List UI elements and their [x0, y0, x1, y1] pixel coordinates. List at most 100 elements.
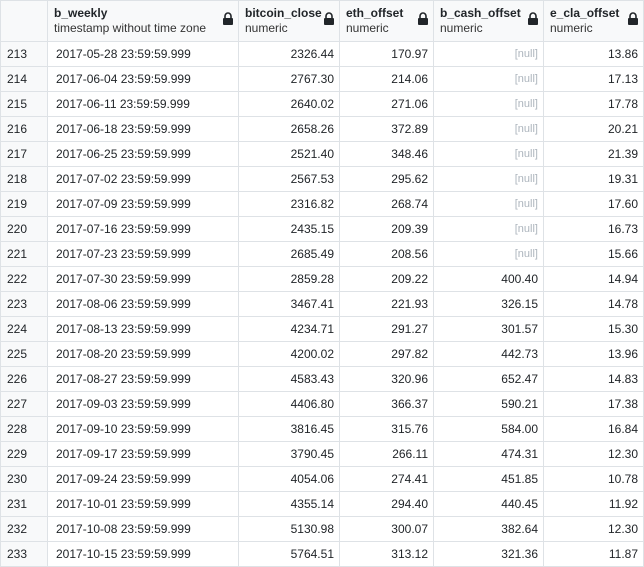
cell-numeric[interactable]: 372.89 — [339, 116, 434, 142]
cell-numeric[interactable]: 320.96 — [339, 366, 434, 392]
cell-numeric[interactable]: 291.27 — [339, 316, 434, 342]
row-number[interactable]: 229 — [0, 441, 48, 467]
cell-numeric[interactable]: 4200.02 — [238, 341, 340, 367]
cell-numeric[interactable]: 271.06 — [339, 91, 434, 117]
cell-numeric[interactable]: 15.30 — [543, 316, 644, 342]
row-number[interactable]: 233 — [0, 541, 48, 567]
cell-numeric[interactable]: 16.73 — [543, 216, 644, 242]
table-row[interactable]: 220 2017-07-16 23:59:59.999 2435.15 209.39[… — [0, 216, 644, 242]
table-row[interactable]: 223 2017-08-06 23:59:59.999 3467.41 221.93 3… — [0, 291, 644, 317]
table-row[interactable]: 218 2017-07-02 23:59:59.999 2567.53 295.62[… — [0, 166, 644, 192]
cell-timestamp[interactable]: 2017-06-11 23:59:59.999 — [47, 91, 239, 117]
cell-numeric[interactable]: 652.47 — [433, 366, 544, 392]
cell-numeric[interactable]: 5764.51 — [238, 541, 340, 567]
column-header-b-weekly[interactable]: b_weekly timestamp without time zone — [47, 0, 239, 42]
cell-numeric[interactable]: 590.21 — [433, 391, 544, 417]
table-row[interactable]: 230 2017-09-24 23:59:59.999 4054.06 274.41 4… — [0, 466, 644, 492]
row-number[interactable]: 214 — [0, 66, 48, 92]
cell-numeric[interactable]: 348.46 — [339, 141, 434, 167]
cell-numeric[interactable]: 2685.49 — [238, 241, 340, 267]
cell-numeric[interactable]: 214.06 — [339, 66, 434, 92]
cell-numeric[interactable]: 13.86 — [543, 41, 644, 67]
cell-numeric[interactable]: 4054.06 — [238, 466, 340, 492]
row-number[interactable]: 215 — [0, 91, 48, 117]
row-number[interactable]: 216 — [0, 116, 48, 142]
cell-numeric[interactable]: 474.31 — [433, 441, 544, 467]
cell-numeric[interactable]: 2567.53 — [238, 166, 340, 192]
cell-numeric[interactable]: 12.30 — [543, 516, 644, 542]
cell-numeric[interactable]: 209.22 — [339, 266, 434, 292]
cell-timestamp[interactable]: 2017-08-27 23:59:59.999 — [47, 366, 239, 392]
cell-numeric[interactable]: 313.12 — [339, 541, 434, 567]
row-number[interactable]: 219 — [0, 191, 48, 217]
column-header-b-cash-offset[interactable]: b_cash_offset numeric — [433, 0, 544, 42]
cell-numeric[interactable]: 315.76 — [339, 416, 434, 442]
cell-numeric[interactable]: 584.00 — [433, 416, 544, 442]
cell-timestamp[interactable]: 2017-07-16 23:59:59.999 — [47, 216, 239, 242]
cell-numeric[interactable]: 3467.41 — [238, 291, 340, 317]
cell-numeric[interactable]: 14.94 — [543, 266, 644, 292]
cell-numeric[interactable]: 11.87 — [543, 541, 644, 567]
cell-null[interactable]: [null] — [433, 166, 544, 192]
table-row[interactable]: 214 2017-06-04 23:59:59.999 2767.30 214.06[… — [0, 66, 644, 92]
cell-timestamp[interactable]: 2017-10-01 23:59:59.999 — [47, 491, 239, 517]
row-number[interactable]: 231 — [0, 491, 48, 517]
table-row[interactable]: 215 2017-06-11 23:59:59.999 2640.02 271.06[… — [0, 91, 644, 117]
table-row[interactable]: 225 2017-08-20 23:59:59.999 4200.02 297.82 4… — [0, 341, 644, 367]
cell-numeric[interactable]: 2640.02 — [238, 91, 340, 117]
cell-numeric[interactable]: 2316.82 — [238, 191, 340, 217]
cell-null[interactable]: [null] — [433, 41, 544, 67]
row-number[interactable]: 218 — [0, 166, 48, 192]
table-row[interactable]: 222 2017-07-30 23:59:59.999 2859.28 209.22 4… — [0, 266, 644, 292]
row-number[interactable]: 226 — [0, 366, 48, 392]
cell-timestamp[interactable]: 2017-08-20 23:59:59.999 — [47, 341, 239, 367]
table-row[interactable]: 217 2017-06-25 23:59:59.999 2521.40 348.46[… — [0, 141, 644, 167]
cell-timestamp[interactable]: 2017-08-13 23:59:59.999 — [47, 316, 239, 342]
cell-numeric[interactable]: 4583.43 — [238, 366, 340, 392]
table-row[interactable]: 232 2017-10-08 23:59:59.999 5130.98 300.07 3… — [0, 516, 644, 542]
row-number[interactable]: 230 — [0, 466, 48, 492]
table-row[interactable]: 228 2017-09-10 23:59:59.999 3816.45 315.76 5… — [0, 416, 644, 442]
cell-numeric[interactable]: 295.62 — [339, 166, 434, 192]
table-row[interactable]: 233 2017-10-15 23:59:59.999 5764.51 313.12 3… — [0, 541, 644, 567]
cell-numeric[interactable]: 451.85 — [433, 466, 544, 492]
cell-numeric[interactable]: 16.84 — [543, 416, 644, 442]
cell-numeric[interactable]: 17.38 — [543, 391, 644, 417]
row-number[interactable]: 228 — [0, 416, 48, 442]
row-number[interactable]: 232 — [0, 516, 48, 542]
cell-numeric[interactable]: 442.73 — [433, 341, 544, 367]
cell-null[interactable]: [null] — [433, 66, 544, 92]
table-row[interactable]: 231 2017-10-01 23:59:59.999 4355.14 294.40 4… — [0, 491, 644, 517]
cell-numeric[interactable]: 19.31 — [543, 166, 644, 192]
cell-numeric[interactable]: 382.64 — [433, 516, 544, 542]
cell-numeric[interactable]: 2326.44 — [238, 41, 340, 67]
cell-numeric[interactable]: 4234.71 — [238, 316, 340, 342]
cell-timestamp[interactable]: 2017-09-03 23:59:59.999 — [47, 391, 239, 417]
column-header-bitcoin-close[interactable]: bitcoin_close numeric — [238, 0, 340, 42]
cell-numeric[interactable]: 321.36 — [433, 541, 544, 567]
cell-timestamp[interactable]: 2017-06-25 23:59:59.999 — [47, 141, 239, 167]
cell-timestamp[interactable]: 2017-07-23 23:59:59.999 — [47, 241, 239, 267]
cell-numeric[interactable]: 14.78 — [543, 291, 644, 317]
cell-numeric[interactable]: 2859.28 — [238, 266, 340, 292]
cell-numeric[interactable]: 274.41 — [339, 466, 434, 492]
cell-numeric[interactable]: 4406.80 — [238, 391, 340, 417]
cell-numeric[interactable]: 21.39 — [543, 141, 644, 167]
cell-numeric[interactable]: 13.96 — [543, 341, 644, 367]
cell-numeric[interactable]: 5130.98 — [238, 516, 340, 542]
cell-numeric[interactable]: 3816.45 — [238, 416, 340, 442]
table-row[interactable]: 227 2017-09-03 23:59:59.999 4406.80 366.37 5… — [0, 391, 644, 417]
cell-numeric[interactable]: 12.30 — [543, 441, 644, 467]
cell-numeric[interactable]: 4355.14 — [238, 491, 340, 517]
row-number[interactable]: 224 — [0, 316, 48, 342]
cell-numeric[interactable]: 2767.30 — [238, 66, 340, 92]
cell-numeric[interactable]: 208.56 — [339, 241, 434, 267]
cell-numeric[interactable]: 11.92 — [543, 491, 644, 517]
cell-numeric[interactable]: 300.07 — [339, 516, 434, 542]
column-header-e-cla-offset[interactable]: e_cla_offset numeric — [543, 0, 644, 42]
cell-numeric[interactable]: 266.11 — [339, 441, 434, 467]
cell-timestamp[interactable]: 2017-08-06 23:59:59.999 — [47, 291, 239, 317]
row-number[interactable]: 223 — [0, 291, 48, 317]
cell-numeric[interactable]: 2521.40 — [238, 141, 340, 167]
cell-timestamp[interactable]: 2017-10-15 23:59:59.999 — [47, 541, 239, 567]
